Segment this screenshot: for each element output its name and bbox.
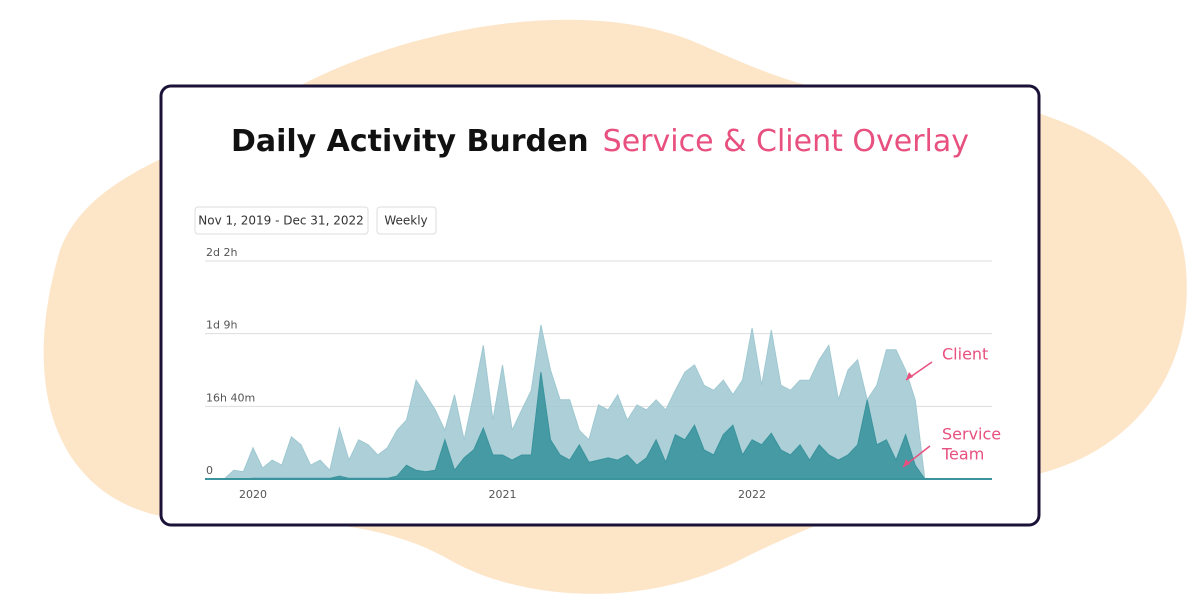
interval-button[interactable]: Weekly (376, 206, 437, 235)
y-tick-label: 1d 9h (206, 319, 237, 332)
arrow-head (903, 459, 910, 467)
x-tick-label: 2021 (489, 488, 517, 501)
chart-title: Daily Activity Burden (231, 124, 589, 159)
plot: 0 16h 40m 1d 9h 2d 2h 2020 2021 2022 (205, 246, 992, 501)
y-tick-label: 2d 2h (206, 246, 237, 259)
annotation: Client (942, 345, 988, 364)
button-frame[interactable] (194, 206, 369, 235)
heading: Daily Activity Burden Service & Client Ov… (231, 124, 969, 159)
button-label[interactable]: Nov 1, 2019 - Dec 31, 2022 (198, 214, 363, 228)
series-area (205, 372, 992, 480)
date-range-button[interactable]: Nov 1, 2019 - Dec 31, 2022 (194, 206, 369, 235)
button-frame[interactable] (376, 206, 437, 235)
x-tick-label: 2020 (239, 488, 267, 501)
chart-subtitle: Service & Client Overlay (603, 124, 969, 159)
arrow-head (906, 372, 913, 380)
annotation: Service (942, 425, 1001, 444)
series-area (205, 324, 992, 480)
x-tick-label: 2022 (738, 488, 766, 501)
y-tick-label: 0 (206, 464, 213, 477)
button-label[interactable]: Weekly (384, 214, 427, 228)
annotation: Team (941, 445, 984, 464)
y-tick-label: 16h 40m (206, 391, 255, 404)
